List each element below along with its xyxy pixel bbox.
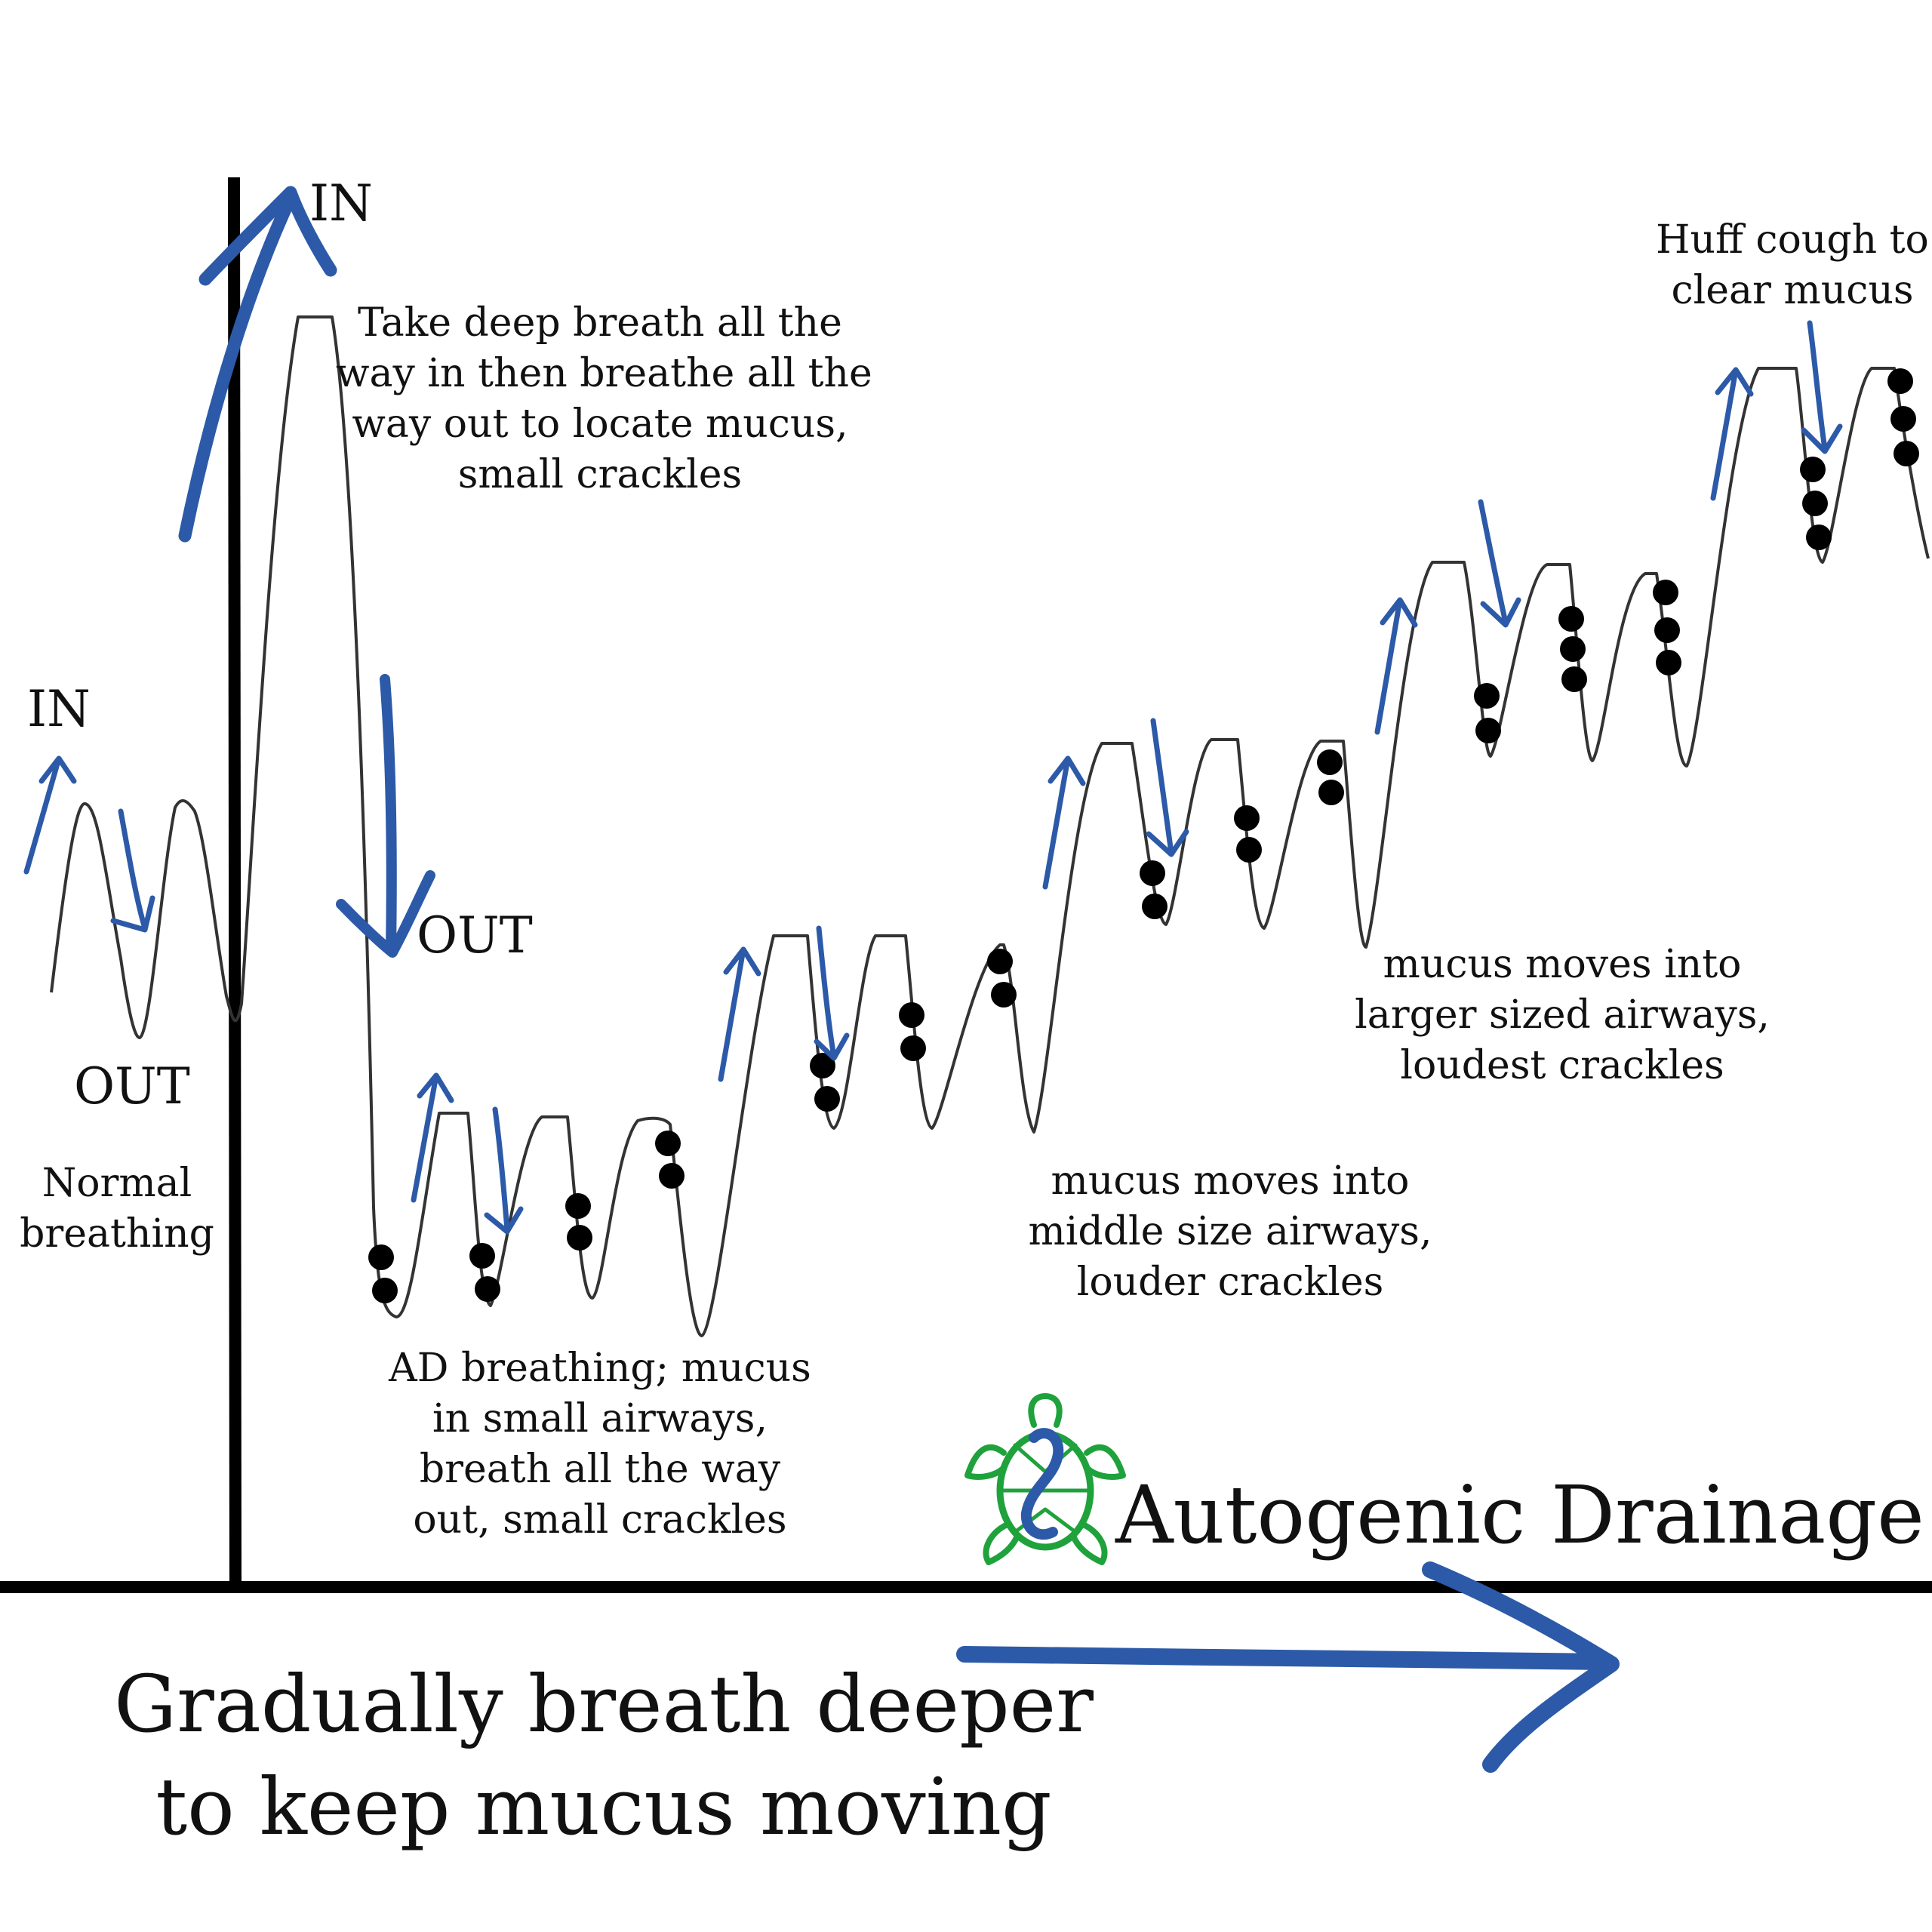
label-middle-airways: mucus moves into middle size airways, lo… [1028, 1158, 1432, 1305]
label-out-mid: OUT [417, 906, 533, 964]
brand-title: Autogenic Drainage [1115, 1469, 1924, 1561]
big-arrows [178, 186, 1620, 1773]
footer-caption: Gradually breath deeper to keep mucus mo… [114, 1658, 1094, 1853]
label-huff-cough: Huff cough to clear mucus [1656, 217, 1929, 313]
label-normal-breathing: Normal breathing [20, 1161, 214, 1257]
breathing-waveform [50, 315, 1930, 1337]
small-arrows [23, 320, 1843, 1235]
label-in-left: IN [27, 680, 91, 738]
label-ad-breathing: AD breathing; mucus in small airways, br… [389, 1346, 811, 1543]
label-deep-breath: Take deep breath all the way in then bre… [336, 300, 872, 497]
turtle-logo-icon [964, 1393, 1126, 1565]
label-larger-airways: mucus moves into larger sized airways, l… [1355, 942, 1770, 1088]
label-in-top: IN [309, 174, 373, 232]
vertical-axis [228, 177, 242, 1582]
arrow-right-icon [956, 1646, 1616, 1670]
crackle-dots [368, 368, 1919, 1303]
label-out-left: OUT [74, 1057, 190, 1115]
